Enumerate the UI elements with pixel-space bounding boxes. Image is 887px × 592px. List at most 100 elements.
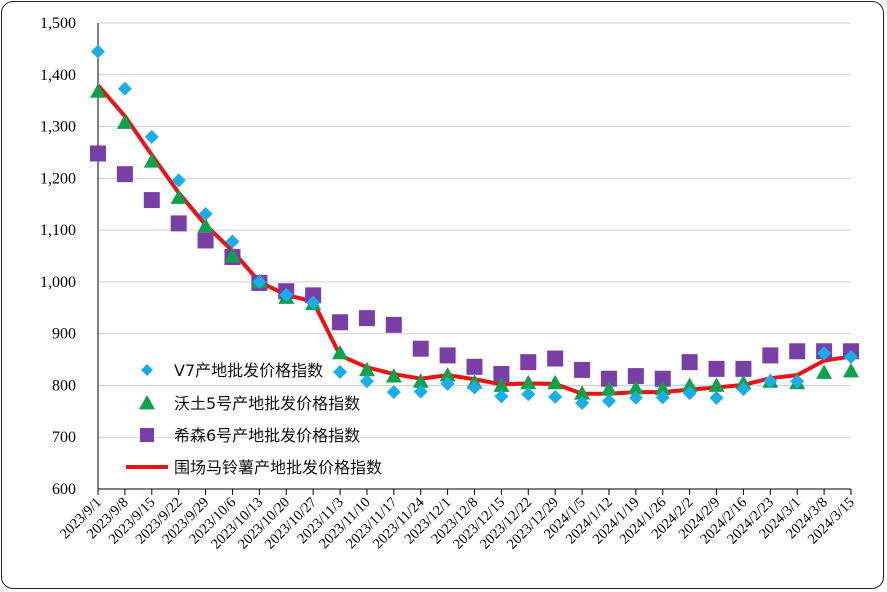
square-point: [493, 366, 510, 383]
triangle-point: [332, 344, 349, 360]
triangle-point: [90, 83, 106, 98]
square-point: [789, 343, 806, 360]
legend-square-icon: [140, 428, 154, 442]
diamond-point: [198, 207, 213, 222]
series-layer: [90, 44, 859, 411]
y-tick-label: 600: [52, 481, 76, 498]
square-point: [654, 370, 671, 387]
legend-label: V7产地批发价格指数: [174, 361, 323, 380]
series-triangle: [90, 83, 859, 400]
diamond-point: [144, 129, 159, 144]
square-point: [385, 316, 402, 333]
grid-layer: [98, 22, 851, 438]
diamond-point: [844, 349, 858, 364]
diamond-point: [279, 287, 294, 302]
triangle-point: [439, 367, 456, 382]
triangle-point: [816, 364, 833, 379]
square-point: [600, 370, 617, 387]
diamond-point: [91, 44, 105, 59]
square-point: [466, 358, 483, 375]
square-point: [520, 354, 537, 371]
diamond-point: [225, 234, 240, 249]
square-point: [574, 361, 591, 378]
diamond-point: [117, 81, 132, 96]
diamond-point: [601, 393, 616, 408]
legend-triangle-icon: [139, 395, 155, 410]
triangle-point: [708, 377, 725, 392]
triangle-point: [627, 380, 644, 395]
diamond-point: [763, 374, 778, 389]
triangle-point: [358, 361, 375, 377]
legend-label: 围场马铃薯产地批发价格指数: [174, 458, 382, 477]
legend-item: 沃土5号产地批发价格指数: [139, 394, 360, 413]
square-point: [197, 232, 214, 249]
legend-label: 希森6号产地批发价格指数: [174, 426, 360, 445]
diamond-point: [386, 385, 401, 400]
diamond-point: [494, 389, 509, 404]
diamond-point: [359, 374, 374, 389]
diamond-point: [306, 295, 321, 310]
diamond-point: [682, 386, 697, 401]
square-point: [547, 350, 564, 367]
diamond-point: [817, 346, 832, 361]
y-tick-label: 800: [52, 377, 76, 394]
square-point: [170, 215, 187, 232]
diamond-point: [252, 274, 267, 289]
legend: V7产地批发价格指数沃土5号产地批发价格指数希森6号产地批发价格指数围场马铃薯产…: [126, 361, 382, 477]
series-diamond: [91, 44, 858, 411]
square-point: [305, 287, 322, 304]
y-tick-label: 1,300: [40, 119, 76, 136]
triangle-point: [654, 380, 671, 395]
diamond-point: [467, 380, 482, 395]
diamond-point: [709, 390, 724, 405]
triangle-point: [493, 377, 510, 392]
triangle-point: [170, 189, 187, 204]
diamond-point: [333, 364, 348, 379]
square-point: [681, 354, 698, 371]
triangle-point: [843, 362, 859, 378]
diamond-point: [575, 396, 590, 411]
diamond-point: [413, 384, 428, 399]
axis-layer: 600 700 800 900 1,000 1,100 1,200 1,300 1,400 1,5…: [40, 15, 858, 553]
legend-item: 围场马铃薯产地批发价格指数: [126, 458, 382, 477]
legend-item: 希森6号产地批发价格指数: [140, 426, 360, 445]
square-point: [439, 347, 456, 364]
series-square: [90, 145, 859, 387]
triangle-point: [547, 374, 564, 390]
triangle-point: [681, 377, 698, 392]
diamond-point: [440, 376, 455, 391]
y-tick-label: 1,200: [40, 170, 76, 187]
diamond-point: [790, 374, 805, 389]
triangle-point: [600, 381, 617, 396]
triangle-point: [735, 374, 752, 390]
square-point: [708, 360, 725, 377]
legend-diamond-icon: [141, 364, 153, 376]
y-tick-label: 700: [52, 429, 76, 446]
square-point: [735, 360, 752, 377]
square-point: [332, 314, 349, 331]
triangle-point: [385, 368, 402, 383]
triangle-point: [412, 373, 429, 388]
diamond-point: [548, 389, 563, 404]
y-tick-label: 1,100: [40, 222, 76, 239]
square-point: [762, 347, 779, 364]
diamond-point: [171, 173, 186, 188]
diamond-point: [736, 382, 751, 397]
square-point: [412, 340, 429, 357]
triangle-point: [520, 374, 537, 390]
triangle-point: [224, 248, 241, 263]
triangle-point: [116, 114, 133, 129]
y-tick-label: 1,500: [40, 15, 76, 32]
diamond-point: [521, 387, 536, 402]
triangle-point: [197, 217, 214, 233]
legend-item: V7产地批发价格指数: [141, 361, 323, 380]
legend-label: 沃土5号产地批发价格指数: [174, 394, 360, 413]
triangle-point: [143, 153, 160, 168]
triangle-point: [574, 385, 591, 400]
diamond-point: [655, 390, 670, 405]
y-tick-label: 900: [52, 326, 76, 343]
square-point: [116, 166, 133, 183]
y-tick-label: 1,000: [40, 274, 76, 291]
